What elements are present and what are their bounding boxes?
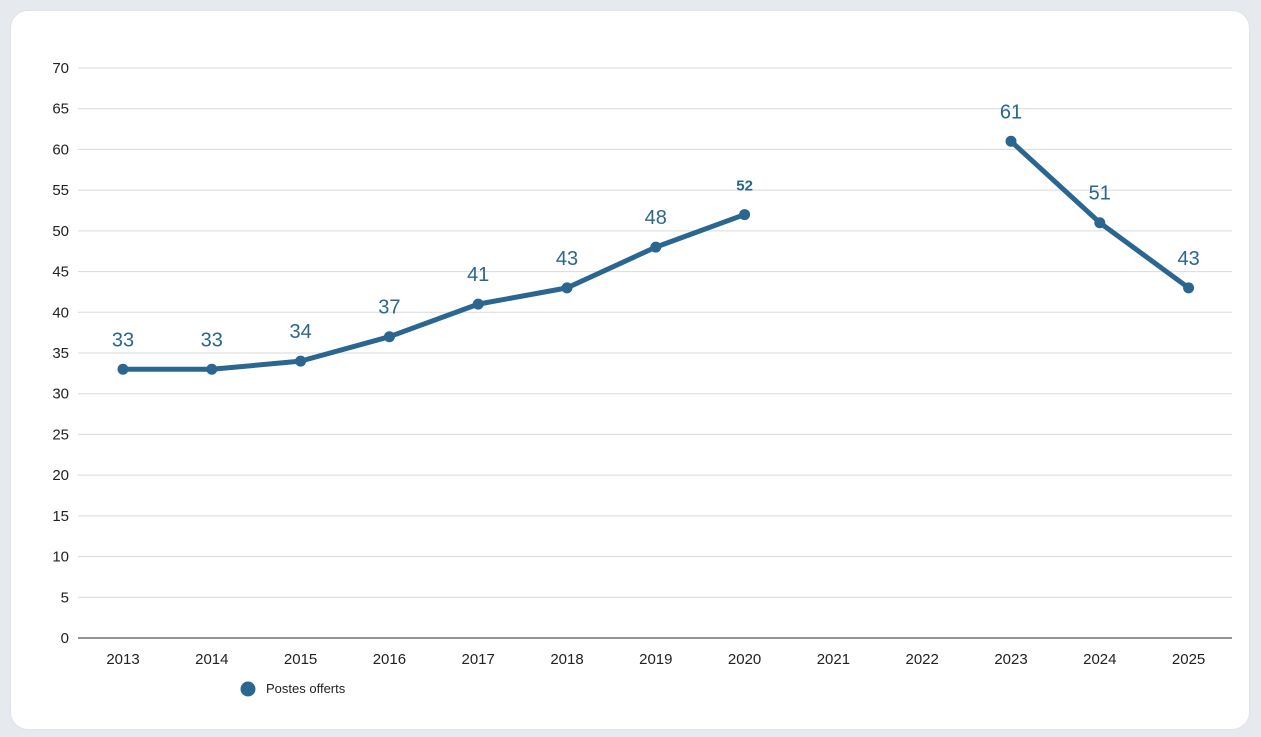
x-tick-label: 2022 <box>906 651 939 668</box>
data-point <box>117 363 129 375</box>
series-line <box>1008 138 1192 291</box>
y-tick-label: 15 <box>52 508 69 525</box>
series-points <box>117 135 1195 375</box>
legend-label: Postes offerts <box>266 681 346 696</box>
data-label: 33 <box>201 329 223 351</box>
x-tick-label: 2025 <box>1172 651 1205 668</box>
y-tick-label: 65 <box>52 101 69 118</box>
x-tick-label: 2014 <box>195 651 228 668</box>
data-label: 48 <box>645 207 667 229</box>
y-axis: 0 5 10 15 20 25 30 35 40 45 50 55 60 65 70 <box>52 60 69 647</box>
data-point <box>650 241 662 253</box>
data-point <box>295 355 307 367</box>
data-point <box>1005 135 1017 147</box>
y-tick-label: 70 <box>52 60 69 77</box>
y-tick-label: 20 <box>52 467 69 484</box>
x-tick-label: 2017 <box>462 651 495 668</box>
x-tick-label: 2015 <box>284 651 317 668</box>
gridlines <box>78 67 1232 639</box>
y-tick-label: 50 <box>52 223 69 240</box>
x-tick-label: 2016 <box>373 651 406 668</box>
data-point <box>1094 217 1106 229</box>
data-point <box>739 209 751 221</box>
y-tick-label: 60 <box>52 141 69 158</box>
x-tick-label: 2013 <box>106 651 139 668</box>
x-axis: 2013 2014 2015 2016 2017 2018 2019 2020 2021 2022… <box>106 651 1205 668</box>
y-tick-label: 35 <box>52 345 69 362</box>
data-point <box>206 363 218 375</box>
x-tick-label: 2023 <box>994 651 1027 668</box>
data-label: 41 <box>467 264 489 286</box>
x-tick-label: 2019 <box>639 651 672 668</box>
x-tick-label: 2021 <box>817 651 850 668</box>
y-tick-label: 10 <box>52 549 69 566</box>
data-point <box>472 298 484 310</box>
data-label: 34 <box>289 321 311 343</box>
data-point <box>1183 282 1195 294</box>
x-tick-label: 2018 <box>550 651 583 668</box>
series-line <box>120 212 748 372</box>
y-tick-label: 25 <box>52 426 69 443</box>
data-label: 61 <box>1000 101 1022 123</box>
y-tick-label: 5 <box>61 589 69 606</box>
legend-marker <box>240 681 256 697</box>
data-label: 43 <box>1177 248 1199 270</box>
data-point <box>561 282 573 294</box>
y-tick-label: 30 <box>52 386 69 403</box>
x-tick-label: 2024 <box>1083 651 1116 668</box>
series-lines <box>120 138 1192 372</box>
data-label: 33 <box>112 329 134 351</box>
data-labels: 33 33 34 37 41 43 48 52 61 51 43 <box>112 101 1200 351</box>
x-tick-label: 2020 <box>728 651 761 668</box>
y-tick-label: 45 <box>52 264 69 281</box>
data-label: 43 <box>556 248 578 270</box>
data-label: 52 <box>736 178 753 195</box>
legend: Postes offerts <box>240 681 346 697</box>
data-label: 51 <box>1089 183 1111 205</box>
data-label: 37 <box>378 297 400 319</box>
y-tick-label: 0 <box>61 630 69 647</box>
data-point <box>383 331 395 343</box>
y-tick-label: 55 <box>52 182 69 199</box>
y-tick-label: 40 <box>52 304 69 321</box>
